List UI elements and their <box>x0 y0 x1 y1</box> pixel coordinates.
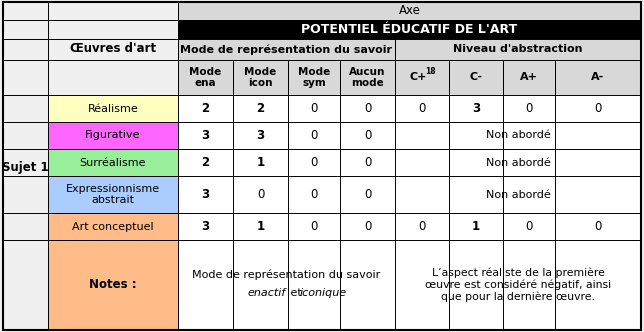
Bar <box>3 2 48 330</box>
Text: Non abordé: Non abordé <box>486 157 551 168</box>
Text: Mode
ena: Mode ena <box>189 67 222 88</box>
Text: 0: 0 <box>526 220 533 233</box>
Bar <box>48 122 178 149</box>
Text: 2: 2 <box>202 102 209 115</box>
Bar <box>178 39 641 60</box>
Bar <box>178 20 641 39</box>
Text: Surréalisme: Surréalisme <box>80 157 146 168</box>
Bar <box>178 176 641 213</box>
Text: Mode de représentation du savoir: Mode de représentation du savoir <box>193 270 381 280</box>
Text: Œuvres d'art: Œuvres d'art <box>70 42 156 55</box>
Text: 0: 0 <box>310 220 317 233</box>
Text: 0: 0 <box>310 129 317 142</box>
Bar <box>178 149 641 176</box>
Bar <box>178 149 641 176</box>
Text: L’aspect réaliste de la première
œuvre est considéré négatif, ainsi
que pour la : L’aspect réaliste de la première œuvre e… <box>425 268 611 302</box>
Text: 0: 0 <box>419 102 426 115</box>
Text: Art conceptuel: Art conceptuel <box>72 221 154 231</box>
Text: 18: 18 <box>424 67 435 76</box>
Text: iconique: iconique <box>300 288 347 298</box>
Text: 3: 3 <box>202 220 209 233</box>
Text: Aucun
mode: Aucun mode <box>349 67 386 88</box>
Text: 3: 3 <box>202 129 209 142</box>
Text: C-: C- <box>469 72 482 82</box>
Text: 0: 0 <box>526 102 533 115</box>
Text: C+: C+ <box>410 72 427 82</box>
Bar <box>178 240 641 330</box>
Text: 0: 0 <box>419 220 426 233</box>
Bar <box>178 213 641 240</box>
Text: A+: A+ <box>520 72 538 82</box>
Bar <box>178 60 641 95</box>
Text: 0: 0 <box>310 102 317 115</box>
Bar <box>48 149 178 176</box>
Text: Axe: Axe <box>399 5 421 18</box>
Bar <box>178 240 641 330</box>
Text: 2: 2 <box>256 102 265 115</box>
Bar <box>178 95 641 122</box>
Text: 0: 0 <box>364 102 371 115</box>
Text: 0: 0 <box>364 220 371 233</box>
Text: 0: 0 <box>364 156 371 169</box>
Bar <box>48 122 178 149</box>
Text: 0: 0 <box>594 220 601 233</box>
Bar <box>178 122 641 149</box>
Text: Expressionnisme
abstrait: Expressionnisme abstrait <box>66 184 160 205</box>
Text: 2: 2 <box>202 156 209 169</box>
Text: POTENTIEL ÉDUCATIF DE L'ART: POTENTIEL ÉDUCATIF DE L'ART <box>301 23 518 36</box>
Bar <box>48 213 178 240</box>
Bar <box>48 149 178 176</box>
Text: 0: 0 <box>364 129 371 142</box>
Text: Figurative: Figurative <box>85 130 141 140</box>
Text: Mode
icon: Mode icon <box>244 67 277 88</box>
Text: 0: 0 <box>364 188 371 201</box>
Text: Non abordé: Non abordé <box>486 130 551 140</box>
Text: 0: 0 <box>310 188 317 201</box>
Text: Niveau d'abstraction: Niveau d'abstraction <box>453 44 583 54</box>
Bar <box>48 240 178 330</box>
Text: Mode
sym: Mode sym <box>298 67 330 88</box>
Text: 0: 0 <box>310 156 317 169</box>
Text: enactif: enactif <box>247 288 286 298</box>
Text: Sujet 1: Sujet 1 <box>2 161 49 174</box>
Bar <box>48 213 178 240</box>
Text: Réalisme: Réalisme <box>88 104 138 114</box>
Text: Non abordé: Non abordé <box>486 190 551 200</box>
Bar <box>48 95 178 122</box>
Text: 3: 3 <box>472 102 480 115</box>
Text: et: et <box>287 288 306 298</box>
Bar <box>48 2 178 330</box>
Text: 1: 1 <box>472 220 480 233</box>
Bar <box>178 213 641 240</box>
Text: 1: 1 <box>256 156 265 169</box>
Bar <box>178 2 641 20</box>
Text: Notes :: Notes : <box>89 279 137 291</box>
Text: 0: 0 <box>594 102 601 115</box>
Text: 3: 3 <box>202 188 209 201</box>
Bar <box>48 176 178 213</box>
Text: 1: 1 <box>256 220 265 233</box>
Bar <box>48 176 178 213</box>
Bar <box>178 176 641 213</box>
Bar <box>178 122 641 149</box>
Text: A-: A- <box>591 72 605 82</box>
Text: Mode de représentation du savoir: Mode de représentation du savoir <box>180 44 392 55</box>
Text: 3: 3 <box>256 129 265 142</box>
Text: 0: 0 <box>257 188 264 201</box>
